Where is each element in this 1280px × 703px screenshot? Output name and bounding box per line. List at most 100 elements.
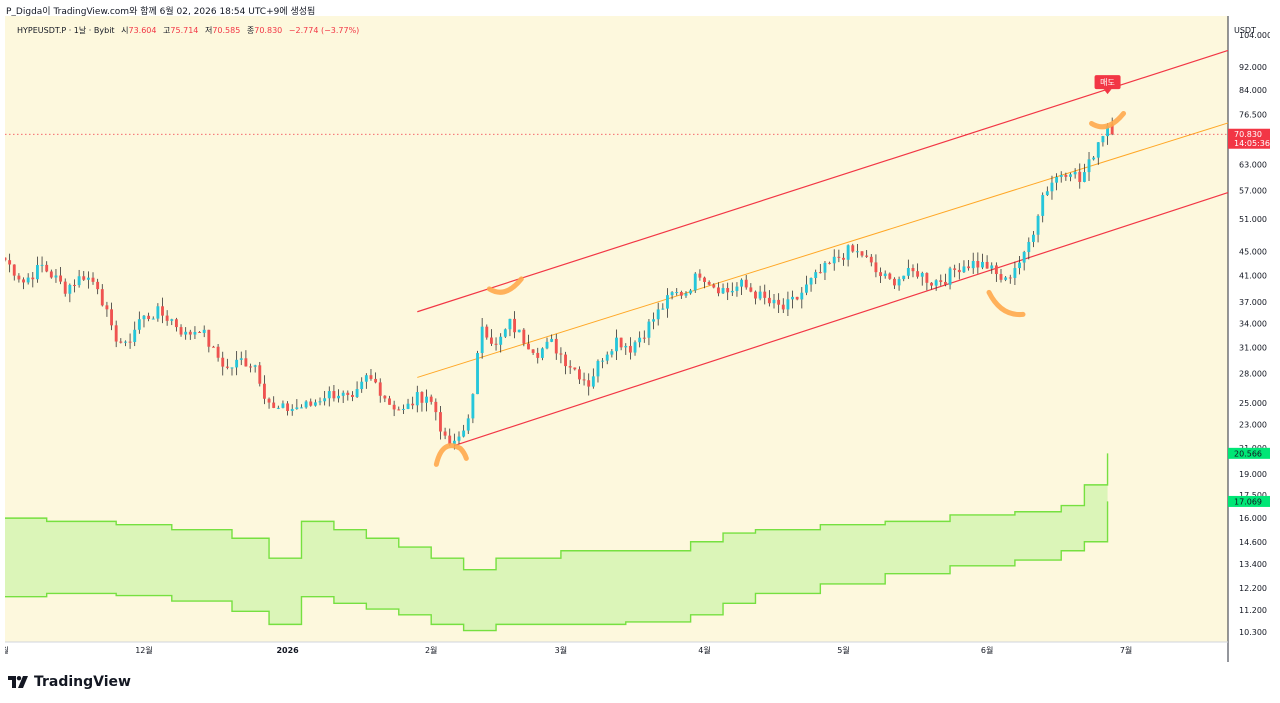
candle-body [804, 284, 808, 293]
price-label-box [1228, 495, 1270, 507]
candle-body [239, 358, 243, 360]
candle-body [1064, 174, 1068, 177]
candle-body [198, 331, 202, 333]
candle [925, 272, 929, 291]
candle [434, 398, 438, 421]
candle [17, 273, 21, 283]
candle [124, 340, 127, 347]
candle-body [568, 366, 572, 368]
channel-layer [5, 49, 1229, 447]
candle-body [374, 378, 378, 383]
candle-body [346, 392, 350, 395]
annotation-stroke [433, 443, 469, 467]
candle-body [740, 279, 744, 287]
candle-body [272, 402, 276, 408]
candle [86, 271, 90, 289]
candle-body [587, 380, 591, 387]
price-label-box [1228, 128, 1270, 149]
candle [1041, 192, 1045, 223]
candle-body [531, 349, 535, 353]
price-chart[interactable]: 매도 104.00092.00084.00076.50070.00063.000… [5, 16, 1270, 662]
candle-body [990, 265, 994, 269]
candle-body [40, 264, 44, 266]
candle-body [212, 346, 215, 348]
price-label-value: 17.069 [1234, 497, 1262, 506]
candle [485, 324, 489, 340]
candle-body [777, 299, 781, 305]
candle-body [1106, 125, 1109, 137]
legend: HYPEUSDT.P · 1날 · Bybit 시73.604 고75.714 … [17, 25, 363, 36]
candle [591, 368, 595, 389]
candle-body [925, 273, 929, 283]
candle-body [943, 281, 947, 285]
tradingview-brand[interactable]: TradingView [8, 674, 131, 690]
price-tick-label: 92.000 [1239, 63, 1267, 72]
candle [73, 279, 76, 293]
candle-body [49, 271, 53, 278]
candle [346, 390, 350, 401]
candle-body [207, 329, 211, 347]
candle [994, 262, 998, 282]
band-layer [5, 453, 1109, 632]
candle-body [888, 273, 892, 279]
price-tick-label: 28.000 [1239, 370, 1267, 379]
candle-body [893, 278, 896, 286]
price-tick-label: 57.000 [1239, 186, 1267, 195]
candle-body [100, 289, 104, 306]
candle [249, 363, 252, 373]
candle-body [619, 337, 623, 348]
candle [1073, 168, 1077, 179]
annotation-stroke [486, 276, 524, 295]
price-tick-label: 63.000 [1239, 160, 1267, 169]
candle [1027, 237, 1031, 260]
candle-body [846, 245, 850, 260]
candle-body [1018, 262, 1021, 269]
candle [388, 395, 391, 405]
candle [666, 288, 669, 318]
candle-body [369, 375, 373, 379]
price-tick-label: 23.000 [1239, 420, 1267, 429]
candle-body [174, 319, 178, 328]
candle [948, 266, 952, 290]
candle [707, 280, 711, 286]
legend-low: 70.585 [212, 26, 241, 35]
candle [855, 243, 859, 258]
candle-body [615, 337, 618, 352]
candle-body [522, 329, 526, 344]
time-axis-background [5, 642, 1228, 662]
candle [82, 271, 86, 281]
candle-body [114, 325, 118, 342]
candle-body [971, 260, 975, 269]
legend-open: 73.604 [128, 26, 157, 35]
candle [985, 255, 989, 269]
candle [661, 303, 665, 310]
candle-body [457, 436, 461, 441]
candle [601, 357, 605, 369]
candle-body [230, 367, 234, 369]
candle [754, 290, 757, 305]
candle [300, 404, 303, 409]
candle-body [767, 297, 771, 304]
candle-body [476, 353, 479, 395]
candle [540, 347, 544, 361]
candle [35, 256, 39, 283]
candle-body [1027, 241, 1031, 253]
candle-body [517, 329, 521, 333]
candle-body [948, 268, 952, 285]
candle-body [994, 265, 998, 275]
candle-body [337, 395, 340, 399]
candle [860, 251, 864, 258]
candle [703, 276, 706, 289]
channel-lower-line [454, 191, 1229, 447]
candle-body [128, 341, 132, 343]
candle [749, 283, 753, 293]
sell-marker-label: 매도 [1100, 78, 1115, 87]
candle-body [823, 262, 827, 273]
candle [374, 372, 378, 384]
candle [1096, 142, 1100, 165]
candle [527, 334, 530, 350]
candle [313, 399, 317, 407]
candle [114, 320, 118, 348]
candle-body [902, 275, 906, 280]
